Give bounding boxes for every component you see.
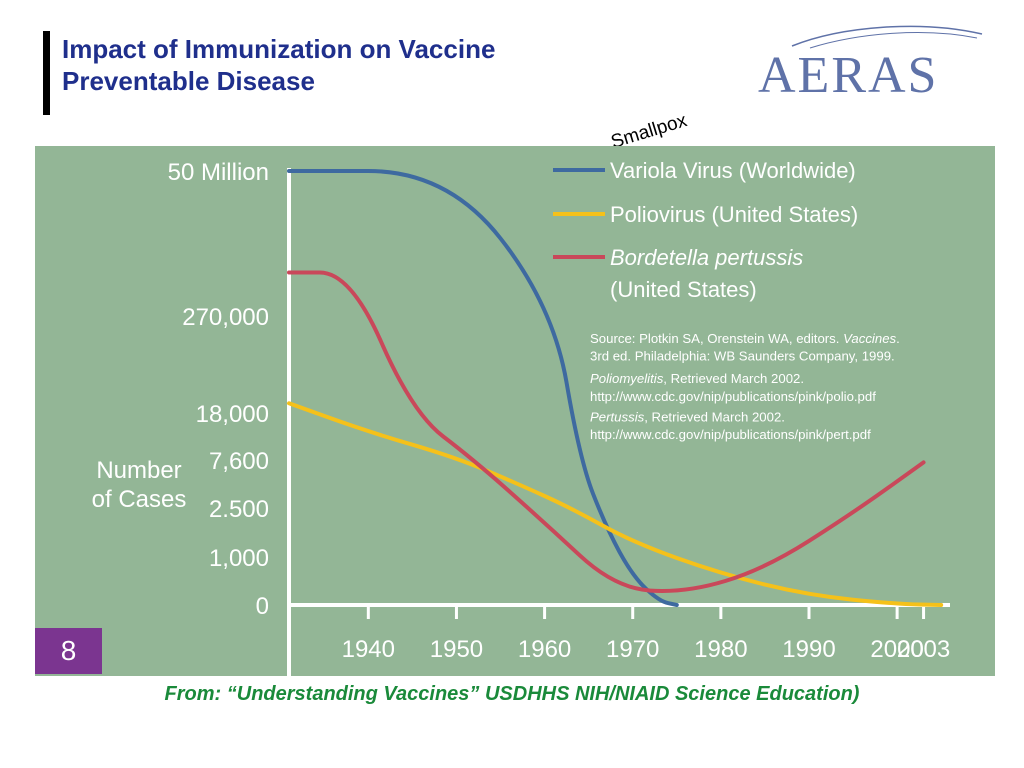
source-line: http://www.cdc.gov/nip/publications/pink… <box>590 427 871 442</box>
slide-title: Impact of Immunization on Vaccine Preven… <box>62 33 495 97</box>
x-tick-label: 1980 <box>694 636 747 663</box>
cases-chart: 0 1,000 2.500 7,600 18,000 270,000 50 Million N… <box>35 146 995 676</box>
source-line: http://www.cdc.gov/nip/publications/pink… <box>590 389 876 404</box>
y-tick-label: 7,600 <box>209 448 269 475</box>
slide-title-line2: Preventable Disease <box>62 66 315 96</box>
y-axis-label-line1: Number <box>96 457 181 484</box>
legend-label-0: Variola Virus (Worldwide) <box>610 158 856 183</box>
aeras-logo: AERAS <box>758 47 939 104</box>
y-tick-label: 2.500 <box>209 496 269 523</box>
series-line-2 <box>287 270 926 593</box>
x-tick-label: 1960 <box>518 636 571 663</box>
plot-background <box>35 146 995 676</box>
page-number-badge: 8 <box>35 628 102 674</box>
series-line-0 <box>287 169 679 607</box>
legend-label-2: Bordetella pertussis <box>610 245 803 270</box>
y-tick-label: 270,000 <box>182 304 269 331</box>
source-line: 3rd ed. Philadelphia: WB Saunders Compan… <box>590 349 895 364</box>
x-tick-label: 2000 <box>870 636 923 663</box>
y-tick-label: 50 Million <box>168 159 269 186</box>
x-tick-label: 1970 <box>606 636 659 663</box>
y-tick-label: 1,000 <box>209 545 269 572</box>
aeras-logo-swoosh <box>791 25 983 49</box>
source-line: Poliomyelitis, Retrieved March 2002. <box>590 371 804 386</box>
y-axis-label-line2: of Cases <box>92 486 187 513</box>
title-accent-bar <box>43 31 50 115</box>
y-tick-label: 0 <box>256 593 269 620</box>
slide-title-line1: Impact of Immunization on Vaccine <box>62 34 496 64</box>
x-tick-label: 2003 <box>897 636 950 663</box>
source-line: Pertussis, Retrieved March 2002. <box>590 409 785 424</box>
series-line-1 <box>287 401 944 607</box>
legend-label-1: Poliovirus (United States) <box>610 202 858 227</box>
y-tick-label: 18,000 <box>196 401 269 428</box>
source-line: Source: Plotkin SA, Orenstein WA, editor… <box>590 331 900 346</box>
legend-label-2: (United States) <box>610 277 757 302</box>
source-caption: From: “Understanding Vaccines” USDHHS NI… <box>164 683 860 705</box>
x-tick-label: 1940 <box>342 636 395 663</box>
x-tick-label: 1950 <box>430 636 483 663</box>
x-tick-label: 1990 <box>782 636 835 663</box>
